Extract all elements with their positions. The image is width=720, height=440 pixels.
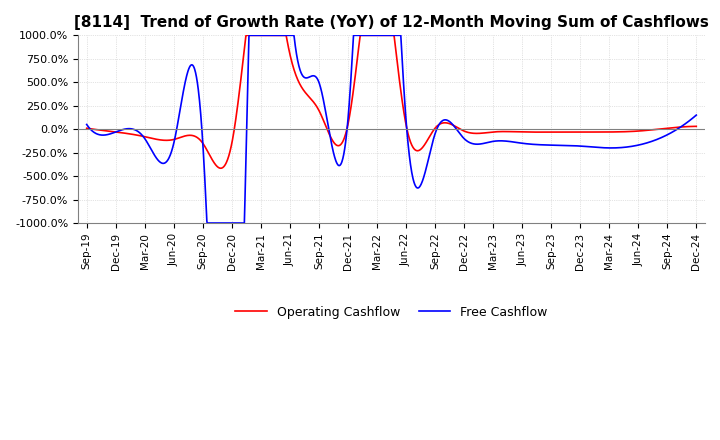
Title: [8114]  Trend of Growth Rate (YoY) of 12-Month Moving Sum of Cashflows: [8114] Trend of Growth Rate (YoY) of 12-… (74, 15, 709, 30)
Free Cashflow (675, 125, 683, 131)
Line: Free Cashflow: Free Cashflow (86, 35, 696, 223)
Operating Cashflow (675, 125, 683, 130)
Operating Cashflow (242, 33, 251, 38)
Free Cashflow (245, 33, 253, 38)
Free Cashflow (692, 113, 701, 118)
Free Cashflow (379, 33, 388, 38)
Legend: Operating Cashflow, Free Cashflow: Operating Cashflow, Free Cashflow (230, 301, 552, 323)
Free Cashflow (114, 128, 122, 134)
Operating Cashflow (82, 125, 91, 131)
Operating Cashflow (114, 130, 122, 135)
Operating Cashflow (217, 165, 225, 171)
Operating Cashflow (379, 33, 388, 38)
Free Cashflow (675, 125, 683, 131)
Free Cashflow (203, 220, 212, 226)
Line: Operating Cashflow: Operating Cashflow (86, 35, 696, 168)
Operating Cashflow (563, 129, 572, 135)
Free Cashflow (82, 122, 91, 127)
Free Cashflow (563, 143, 572, 148)
Operating Cashflow (363, 33, 372, 38)
Operating Cashflow (692, 124, 701, 129)
Operating Cashflow (675, 125, 683, 130)
Free Cashflow (363, 33, 372, 38)
